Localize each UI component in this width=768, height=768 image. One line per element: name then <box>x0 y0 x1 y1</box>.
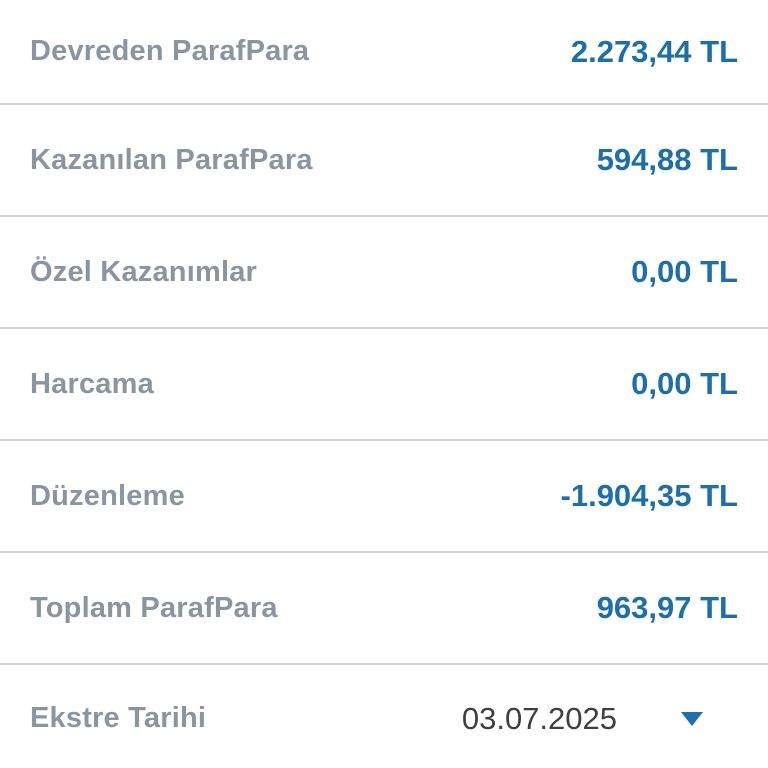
summary-row-ozel-kazanimlar: Özel Kazanımlar 0,00 TL <box>0 217 768 329</box>
row-value: 0,00 TL <box>631 366 738 401</box>
summary-row-duzenleme: Düzenleme -1.904,35 TL <box>0 441 768 553</box>
row-value: -1.904,35 TL <box>560 478 738 513</box>
row-value: 963,97 TL <box>596 590 738 625</box>
statement-date-label: Ekstre Tarihi <box>30 702 207 734</box>
summary-row-devreden: Devreden ParafPara 2.273,44 TL <box>0 0 768 105</box>
statement-date-dropdown[interactable]: 03.07.2025 <box>462 701 738 737</box>
row-value: 2.273,44 TL <box>570 33 738 69</box>
statement-date-value[interactable]: 03.07.2025 <box>461 700 617 736</box>
summary-row-harcama: Harcama 0,00 TL <box>0 329 768 441</box>
chevron-down-icon[interactable] <box>681 711 703 726</box>
row-label: Özel Kazanımlar <box>30 255 258 288</box>
row-label: Kazanılan ParafPara <box>30 143 313 176</box>
row-value: 594,88 TL <box>596 142 738 177</box>
row-label: Devreden ParafPara <box>30 35 310 67</box>
statement-date-row: Ekstre Tarihi 03.07.2025 <box>0 665 768 766</box>
row-label: Düzenleme <box>30 479 185 512</box>
summary-row-toplam: Toplam ParafPara 963,97 TL <box>0 553 768 665</box>
row-label: Toplam ParafPara <box>30 591 278 624</box>
row-value: 0,00 TL <box>631 254 738 289</box>
summary-row-kazanilan: Kazanılan ParafPara 594,88 TL <box>0 105 768 217</box>
row-label: Harcama <box>30 367 154 400</box>
